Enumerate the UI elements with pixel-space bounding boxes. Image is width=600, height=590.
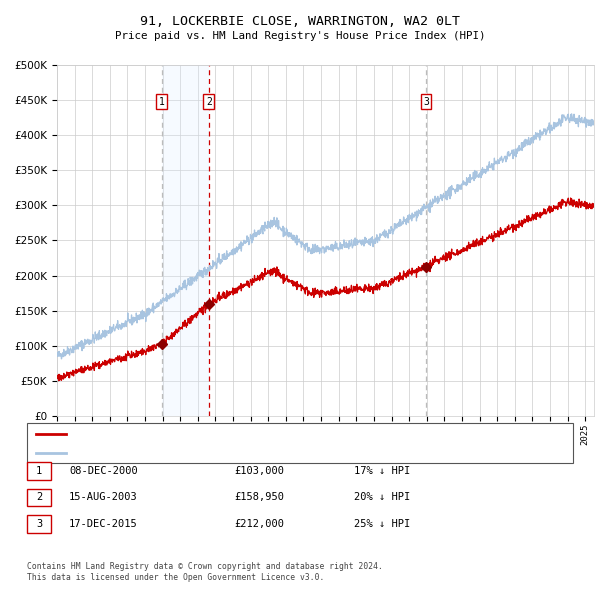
Text: £158,950: £158,950 — [234, 493, 284, 502]
Text: £103,000: £103,000 — [234, 466, 284, 476]
Text: 91, LOCKERBIE CLOSE, WARRINGTON, WA2 0LT (detached house): 91, LOCKERBIE CLOSE, WARRINGTON, WA2 0LT… — [72, 430, 379, 439]
Bar — [161, 65, 209, 416]
Text: 17-DEC-2015: 17-DEC-2015 — [69, 519, 138, 529]
Text: 1: 1 — [36, 466, 42, 476]
Text: 1: 1 — [158, 97, 164, 107]
Text: 2: 2 — [206, 97, 212, 107]
Text: 91, LOCKERBIE CLOSE, WARRINGTON, WA2 0LT: 91, LOCKERBIE CLOSE, WARRINGTON, WA2 0LT — [140, 15, 460, 28]
Text: 3: 3 — [423, 97, 429, 107]
Text: 08-DEC-2000: 08-DEC-2000 — [69, 466, 138, 476]
Text: 20% ↓ HPI: 20% ↓ HPI — [354, 493, 410, 502]
Text: 2: 2 — [36, 493, 42, 502]
Text: This data is licensed under the Open Government Licence v3.0.: This data is licensed under the Open Gov… — [27, 572, 325, 582]
Text: 25% ↓ HPI: 25% ↓ HPI — [354, 519, 410, 529]
Text: 15-AUG-2003: 15-AUG-2003 — [69, 493, 138, 502]
Text: Price paid vs. HM Land Registry's House Price Index (HPI): Price paid vs. HM Land Registry's House … — [115, 31, 485, 41]
Text: 3: 3 — [36, 519, 42, 529]
Text: £212,000: £212,000 — [234, 519, 284, 529]
Text: HPI: Average price, detached house, Warrington: HPI: Average price, detached house, Warr… — [72, 448, 319, 458]
Text: Contains HM Land Registry data © Crown copyright and database right 2024.: Contains HM Land Registry data © Crown c… — [27, 562, 383, 571]
Text: 17% ↓ HPI: 17% ↓ HPI — [354, 466, 410, 476]
